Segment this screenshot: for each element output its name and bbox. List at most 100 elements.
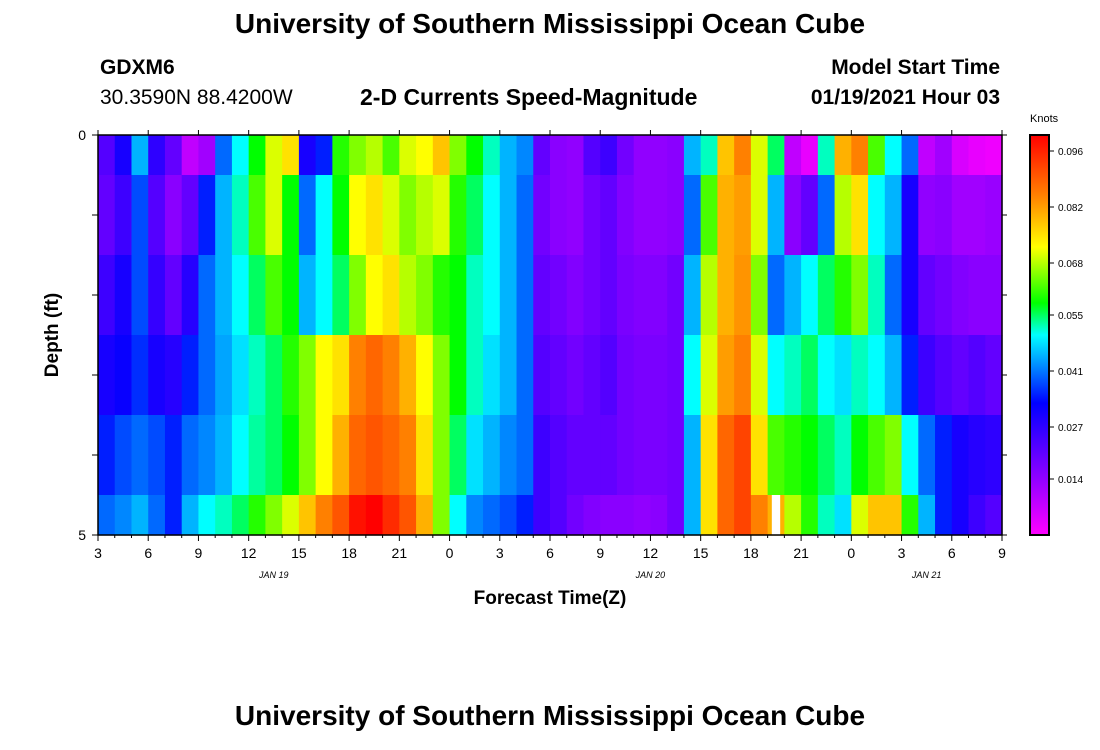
heatmap-cell: [851, 335, 869, 416]
heatmap-cell: [416, 415, 434, 496]
heatmap-cell: [784, 495, 802, 536]
heatmap-cell: [215, 495, 233, 536]
heatmap-cell: [365, 335, 384, 416]
x-tick-label: 6: [948, 545, 956, 561]
heatmap-cell: [968, 135, 986, 176]
heatmap-cell: [181, 495, 200, 536]
heatmap-cell: [164, 415, 183, 496]
colorbar-unit: Knots: [1030, 113, 1059, 125]
heatmap-cell: [365, 495, 384, 536]
heatmap-cell: [801, 495, 819, 536]
heatmap-cell: [483, 415, 501, 496]
heatmap-cell: [231, 335, 250, 416]
heatmap-cell: [181, 335, 200, 416]
heatmap-cell: [466, 175, 484, 256]
heatmap-cell: [550, 495, 568, 536]
heatmap-cell: [215, 255, 233, 336]
heatmap-cell: [801, 135, 819, 176]
heatmap-cell: [683, 415, 702, 496]
station-coords: 30.3590N 88.4200W: [100, 86, 293, 109]
heatmap-cell: [767, 175, 785, 256]
heatmap-cell: [550, 135, 568, 176]
heatmap-cell: [566, 335, 585, 416]
heatmap-cell: [868, 415, 886, 496]
x-tick-label: 18: [743, 545, 759, 561]
heatmap-cell: [717, 495, 735, 536]
heatmap-cell: [449, 135, 467, 176]
heatmap-cell: [700, 335, 719, 416]
heatmap-cell: [198, 335, 216, 416]
heatmap-cell: [901, 495, 919, 536]
heatmap-cell: [851, 495, 869, 536]
heatmap-cell: [566, 495, 585, 536]
heatmap-cell: [550, 335, 568, 416]
heatmap-cell: [282, 255, 300, 336]
heatmap-cell: [935, 415, 953, 496]
heatmap-cell: [148, 335, 166, 416]
heatmap-cell: [750, 415, 769, 496]
heatmap-cell: [365, 255, 384, 336]
heatmap-cell: [215, 415, 233, 496]
heatmap-cell: [683, 255, 702, 336]
heatmap-cell: [968, 175, 986, 256]
heatmap-cell: [432, 255, 451, 336]
heatmap-cell: [181, 255, 200, 336]
heatmap-cell: [98, 495, 116, 536]
heatmap-cell: [349, 175, 367, 256]
heatmap-cell: [332, 335, 350, 416]
heatmap-cell: [533, 175, 551, 256]
heatmap-cell: [315, 335, 333, 416]
heatmap-cell: [516, 495, 534, 536]
heatmap-cell: [432, 415, 451, 496]
heatmap-cell: [114, 175, 133, 256]
heatmap-cell: [449, 495, 467, 536]
heatmap-cell: [265, 135, 283, 176]
heatmap-cell: [784, 175, 802, 256]
heatmap-cell: [650, 415, 668, 496]
heatmap-cell: [114, 135, 133, 176]
heatmap-cell: [248, 415, 267, 496]
y-axis-ticks: 05: [78, 127, 1007, 543]
heatmap-cell: [365, 175, 384, 256]
heatmap-cell: [583, 255, 601, 336]
heatmap-cell: [416, 135, 434, 176]
heatmap-cell: [884, 255, 903, 336]
heatmap-cell: [901, 255, 919, 336]
heatmap-cell: [98, 175, 116, 256]
heatmap-cell: [784, 255, 802, 336]
x-axis-ticks: 3 6 9 12 15 18 21 0 3 6 9 12 15 18 21 0 3 6 9 JAN 19 JAN 20 J…: [94, 130, 1006, 580]
heatmap-cell: [349, 335, 367, 416]
heatmap-cell: [968, 335, 986, 416]
x-tick-label: 12: [241, 545, 257, 561]
heatmap-cell: [131, 255, 149, 336]
heatmap-cell: [951, 335, 970, 416]
heatmap-cell: [834, 255, 852, 336]
heatmap-cell: [616, 415, 635, 496]
colorbar-tick-label: 0.068: [1058, 259, 1083, 270]
heatmap-cell: [985, 495, 1003, 536]
heatmap-cell: [265, 495, 283, 536]
heatmap-cell: [817, 335, 836, 416]
heatmap-cell: [349, 415, 367, 496]
colorbar-tick-label: 0.027: [1058, 423, 1083, 434]
heatmap-cell: [399, 495, 417, 536]
missing-data-cell: [771, 495, 781, 535]
heatmap-cell: [282, 135, 300, 176]
heatmap-cell: [968, 415, 986, 496]
x-tick-label: 0: [847, 545, 855, 561]
heatmap-cell: [700, 135, 719, 176]
heatmap-cell: [483, 135, 501, 176]
heatmap-cell: [98, 415, 116, 496]
heatmap-cell: [198, 495, 216, 536]
heatmap-cell: [566, 255, 585, 336]
heatmap-cell: [382, 135, 400, 176]
heatmap-cell: [633, 335, 652, 416]
heatmap-cell: [164, 175, 183, 256]
heatmap-cell: [801, 335, 819, 416]
heatmap-cell: [951, 175, 970, 256]
heatmap-cell: [416, 255, 434, 336]
heatmap-cell: [98, 335, 116, 416]
heatmap-cell: [817, 415, 836, 496]
heatmap-cell: [734, 415, 752, 496]
heatmap-cell: [918, 495, 936, 536]
